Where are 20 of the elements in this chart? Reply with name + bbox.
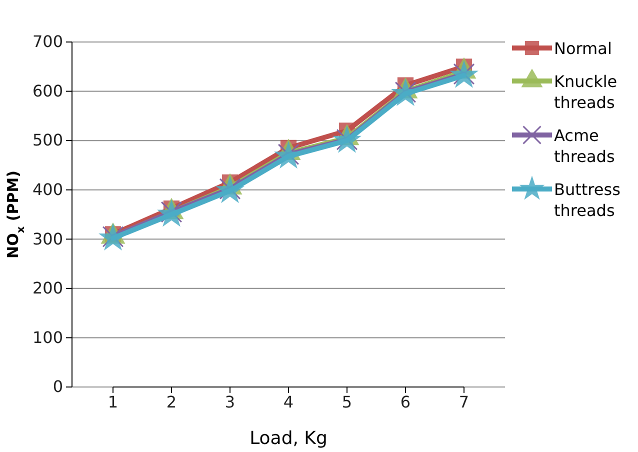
y-tick-label: 100 <box>32 328 63 347</box>
y-tick-label: 700 <box>32 32 63 52</box>
y-tick-label: 0 <box>52 377 63 396</box>
y-tick-label: 200 <box>32 278 63 298</box>
x-tick-label: 6 <box>400 392 411 412</box>
y-tick-label: 400 <box>32 180 63 199</box>
x-tick-label: 2 <box>166 392 177 412</box>
x-tick-label: 5 <box>342 392 352 412</box>
x-tick-label: 7 <box>458 392 470 412</box>
legend-label: Normal <box>554 39 612 58</box>
x-tick-label: 3 <box>224 392 236 412</box>
legend-label: Knuckle threads <box>554 72 618 112</box>
x-tick-label: 1 <box>108 392 118 412</box>
y-tick-label: 300 <box>32 229 63 248</box>
x-tick-label: 4 <box>283 392 294 412</box>
x-axis-title: Load, Kg <box>250 428 328 449</box>
y-tick-label: 500 <box>32 130 63 150</box>
legend-label: Acme threads <box>554 126 615 166</box>
y-tick-label: 600 <box>32 81 63 100</box>
legend-label: Buttress threads <box>554 180 620 220</box>
